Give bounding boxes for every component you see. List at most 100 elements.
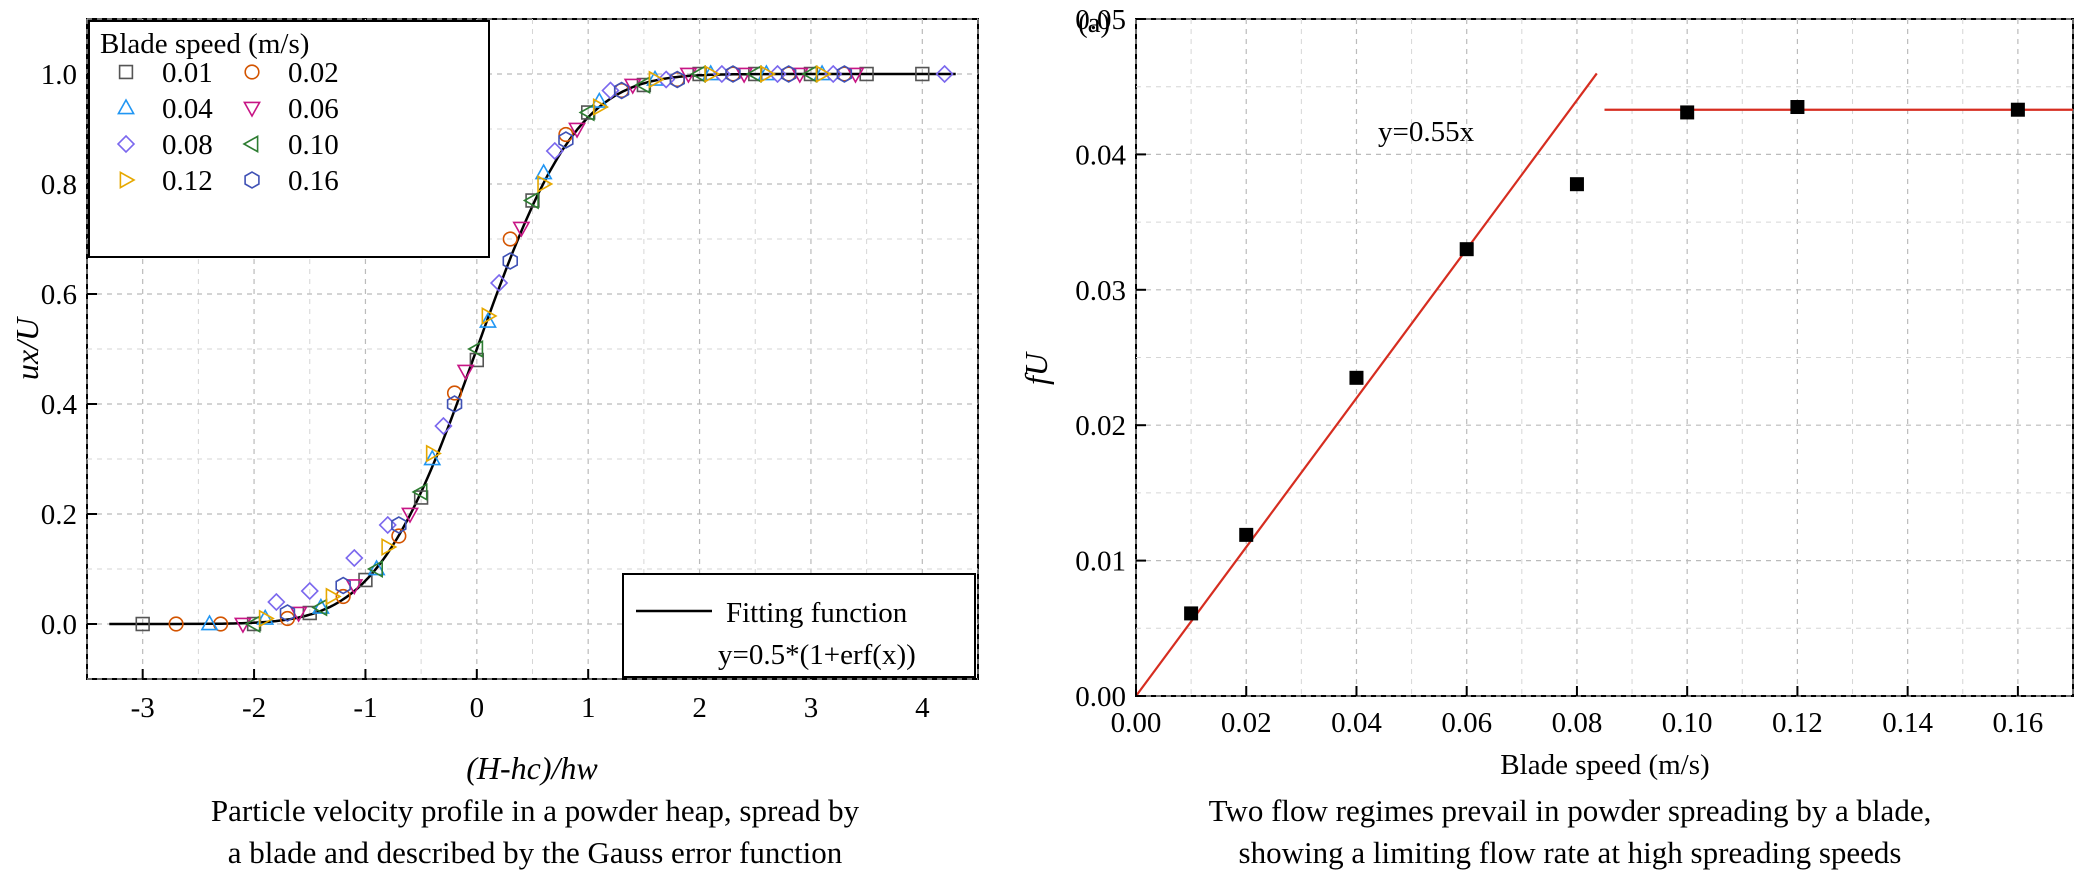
data-point-0-10 [311, 598, 328, 617]
data-point-0-08 [935, 64, 954, 84]
left-x-tick-label: 2 [692, 692, 707, 724]
legend-marker-0-02 [244, 64, 260, 80]
data-point-0-02 [279, 610, 296, 627]
data-point-0-08 [657, 70, 676, 89]
data-point-0-12 [481, 307, 498, 325]
data-point-0-08 [300, 581, 319, 601]
data-point-0-10 [411, 483, 428, 501]
legend-entries: 0.01 0.02 0.04 0.06 0.08 0.10 0.12 0.16 [116, 57, 339, 197]
data-point-0-02 [558, 126, 574, 143]
data-point-0-16 [836, 65, 853, 83]
left-x-tick-label: 4 [915, 692, 930, 724]
left-y-axis-title: ux/U [9, 316, 45, 380]
data-point-0-12 [704, 65, 721, 83]
slope-line-label: y=0.55x [1378, 116, 1475, 148]
data-point-0-10 [366, 560, 383, 578]
fit-legend-equation: y=0.5*(1+erf(x)) [718, 639, 916, 671]
data-point-0-02 [502, 231, 518, 247]
data-point-0-01 [859, 66, 874, 82]
right-x-tick-label: 0.04 [1331, 707, 1382, 739]
legend-marker-0-01 [118, 64, 134, 80]
right-x-tick-label: 0.12 [1772, 707, 1823, 739]
data-point-0-06 [456, 364, 475, 381]
right-x-tick-label: 0.16 [1993, 707, 2044, 739]
data-point-0-06 [401, 507, 419, 524]
legend-marker-0-08 [116, 134, 136, 154]
right-caption-line-2: showing a limiting flow rate at high spr… [1238, 835, 1902, 870]
data-point-0-01 [302, 605, 317, 621]
left-y-tick-label: 0.2 [41, 499, 77, 531]
right-chart: 0.00 0.02 0.04 0.06 0.08 0.10 0.12 0.14 0.16 0.00… [1018, 4, 2074, 781]
flow-rate-point [1680, 105, 1695, 120]
left-x-tick-label: 3 [804, 692, 819, 724]
data-point-0-01 [413, 490, 429, 505]
legend-entry-label: 0.04 [162, 93, 213, 125]
data-point-0-04 [478, 311, 497, 328]
right-x-tick-label: 0.10 [1662, 707, 1713, 739]
data-point-0-16 [446, 395, 463, 413]
flow-rate-point [2010, 102, 2025, 117]
data-point-0-08 [345, 548, 364, 568]
left-caption-line-1: Particle velocity profile in a powder he… [210, 793, 860, 828]
data-point-0-08 [489, 273, 509, 293]
right-x-tick-label: 0.08 [1552, 707, 1603, 739]
data-point-0-08 [434, 416, 453, 436]
left-y-tick-label: 0.0 [41, 609, 77, 641]
left-y-tick-label: 1.0 [41, 59, 77, 91]
data-point-0-12 [258, 609, 275, 628]
data-point-0-08 [601, 81, 620, 100]
left-caption: Particle velocity profile in a powder he… [30, 790, 1040, 874]
linear-regime-line [1135, 72, 1598, 697]
right-x-tick-label: 0.00 [1111, 707, 1162, 739]
data-point-0-16 [391, 516, 407, 534]
right-y-tick-label: 0.03 [1075, 275, 1126, 307]
data-point-0-16 [335, 576, 351, 595]
right-fit-lines [1135, 72, 2073, 697]
right-x-tick-label: 0.14 [1882, 707, 1933, 739]
data-point-0-10 [467, 340, 484, 358]
data-point-0-08 [712, 64, 731, 84]
data-point-0-08 [545, 141, 564, 161]
data-point-0-01 [135, 616, 150, 632]
data-point-0-12 [648, 70, 665, 89]
fit-legend-label: Fitting function [726, 597, 908, 629]
legend-entry-label: 0.08 [162, 129, 213, 161]
data-point-0-16 [669, 70, 685, 89]
data-point-0-12 [592, 98, 609, 116]
left-x-tick-label: -2 [242, 692, 266, 724]
data-point-0-10 [522, 191, 539, 210]
left-x-axis-title: (H-hc)/hw [466, 750, 598, 786]
data-point-0-12 [759, 65, 777, 83]
left-x-tick-label: -1 [353, 692, 377, 724]
right-y-tick-label: 0.00 [1075, 681, 1126, 713]
data-point-0-16 [725, 65, 741, 83]
data-point-0-04 [200, 614, 219, 631]
data-point-0-12 [815, 65, 832, 83]
data-point-0-12 [537, 175, 554, 193]
flow-rate-point [1239, 527, 1254, 542]
left-fit-curve [109, 72, 956, 626]
right-caption-line-1: Two flow regimes prevail in powder sprea… [1208, 793, 1932, 828]
right-x-tick-label: 0.06 [1441, 707, 1492, 739]
legend-entry-label: 0.02 [288, 57, 339, 89]
flow-rate-point [1459, 242, 1474, 257]
left-x-tick-label: 0 [470, 692, 485, 724]
fit-legend: Fitting function y=0.5*(1+erf(x)) [622, 573, 976, 678]
legend-entry-label: 0.12 [162, 165, 213, 197]
left-y-tick-label: 0.8 [41, 169, 77, 201]
legend-title: Blade speed (m/s) [100, 28, 309, 60]
fit-curve [109, 72, 956, 626]
data-point-0-04 [311, 597, 330, 614]
left-legend: Blade speed (m/s) 0.01 0.020.04 0.060.08 0.… [88, 20, 490, 258]
data-point-0-16 [279, 604, 296, 622]
panel-label: (a) [1078, 7, 1110, 39]
data-point-0-08 [378, 515, 397, 535]
legend-entry-label: 0.10 [288, 129, 339, 161]
fit-legend-box [622, 573, 976, 678]
legend-marker-0-12 [119, 171, 136, 189]
left-data-points [135, 64, 954, 634]
flow-rate-point [1569, 177, 1584, 192]
legend-entry-label: 0.16 [288, 165, 339, 197]
right-x-tick-label: 0.02 [1221, 707, 1272, 739]
legend-marker-0-06 [243, 101, 261, 118]
